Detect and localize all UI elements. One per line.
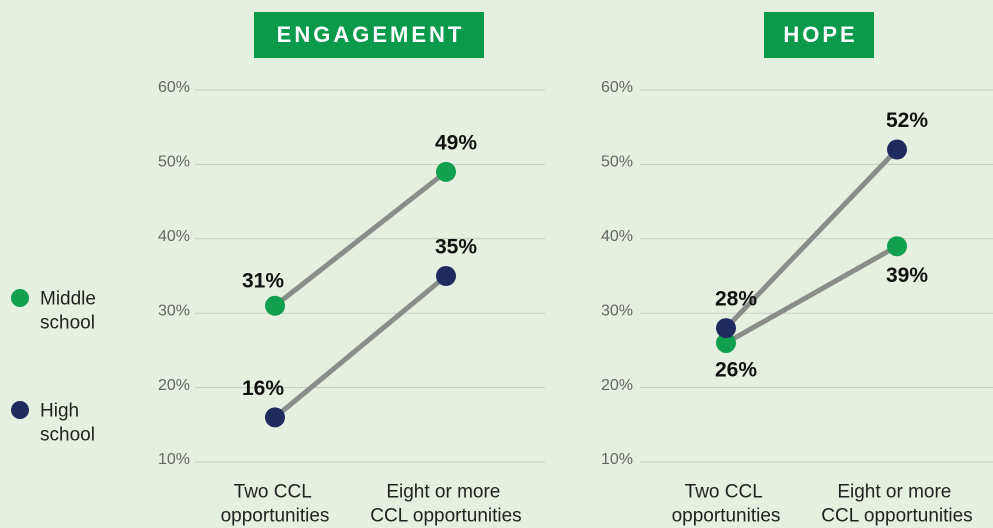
value-label: 26% — [715, 359, 757, 382]
legend-marker — [11, 289, 29, 307]
point — [265, 407, 285, 428]
point — [887, 139, 907, 160]
value-label: 35% — [435, 236, 477, 259]
chart-title: HOPE — [783, 22, 857, 47]
value-label: 16% — [242, 377, 284, 400]
x-tick-label: Two CCL opportunities — [221, 482, 330, 527]
y-tick-label: 50% — [601, 154, 633, 171]
x-tick-label: Eight or more CCL opportunities — [370, 482, 521, 527]
slope-line — [273, 274, 448, 420]
point — [716, 318, 736, 339]
value-label: 52% — [886, 109, 928, 132]
y-tick-label: 20% — [158, 377, 190, 394]
x-tick-label: Two CCL opportunities — [672, 482, 781, 527]
chart-title: ENGAGEMENT — [277, 22, 465, 47]
y-tick-label: 40% — [601, 228, 633, 245]
y-tick-label: 40% — [158, 228, 190, 245]
y-tick-label: 50% — [158, 154, 190, 171]
value-label: 49% — [435, 131, 477, 154]
title-box — [764, 12, 874, 58]
value-label: 31% — [242, 269, 284, 292]
slope-line — [724, 244, 899, 346]
x-tick-label: Eight or more CCL opportunities — [821, 482, 972, 527]
y-tick-label: 30% — [158, 302, 190, 319]
legend-label: Middle school — [40, 289, 101, 334]
slope-line — [273, 169, 448, 308]
y-tick-label: 30% — [601, 302, 633, 319]
y-tick-label: 10% — [601, 451, 633, 468]
y-tick-label: 60% — [158, 79, 190, 96]
y-tick-label: 20% — [601, 377, 633, 394]
value-label: 28% — [715, 288, 757, 311]
point — [716, 332, 736, 353]
point — [887, 236, 907, 257]
point — [436, 266, 456, 286]
legend-label: High school — [40, 401, 95, 446]
point — [436, 161, 456, 182]
point — [265, 295, 285, 316]
y-tick-label: 10% — [158, 451, 190, 468]
legend-marker — [11, 401, 29, 419]
slope-line — [724, 147, 899, 330]
y-tick-label: 60% — [601, 79, 633, 96]
value-label: 39% — [886, 264, 928, 287]
title-box — [254, 12, 484, 58]
